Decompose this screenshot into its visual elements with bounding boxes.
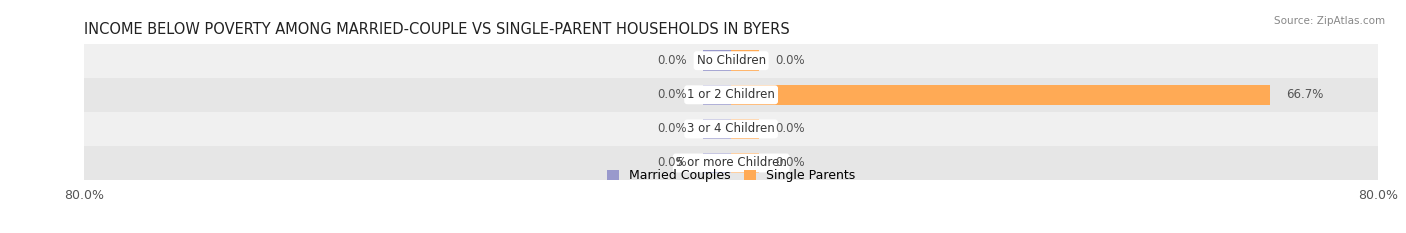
Text: 1 or 2 Children: 1 or 2 Children: [688, 88, 775, 101]
Bar: [703, 85, 731, 105]
Bar: [731, 119, 759, 139]
Bar: [731, 51, 759, 71]
Bar: [84, 78, 1378, 112]
Text: 0.0%: 0.0%: [776, 157, 806, 169]
Text: 0.0%: 0.0%: [657, 88, 686, 101]
Text: No Children: No Children: [696, 54, 766, 67]
Bar: [731, 85, 1271, 105]
Text: INCOME BELOW POVERTY AMONG MARRIED-COUPLE VS SINGLE-PARENT HOUSEHOLDS IN BYERS: INCOME BELOW POVERTY AMONG MARRIED-COUPL…: [84, 22, 790, 37]
Text: 5 or more Children: 5 or more Children: [676, 157, 786, 169]
Text: 0.0%: 0.0%: [776, 54, 806, 67]
Text: Source: ZipAtlas.com: Source: ZipAtlas.com: [1274, 16, 1385, 26]
Legend: Married Couples, Single Parents: Married Couples, Single Parents: [607, 169, 855, 182]
Text: 0.0%: 0.0%: [657, 157, 686, 169]
Text: 0.0%: 0.0%: [657, 122, 686, 135]
Bar: [703, 51, 731, 71]
Bar: [703, 119, 731, 139]
Bar: [703, 153, 731, 173]
Bar: [84, 44, 1378, 78]
Bar: [84, 112, 1378, 146]
Text: 0.0%: 0.0%: [776, 122, 806, 135]
Bar: [84, 146, 1378, 180]
Text: 3 or 4 Children: 3 or 4 Children: [688, 122, 775, 135]
Text: 0.0%: 0.0%: [657, 54, 686, 67]
Text: 66.7%: 66.7%: [1286, 88, 1324, 101]
Bar: [731, 153, 759, 173]
